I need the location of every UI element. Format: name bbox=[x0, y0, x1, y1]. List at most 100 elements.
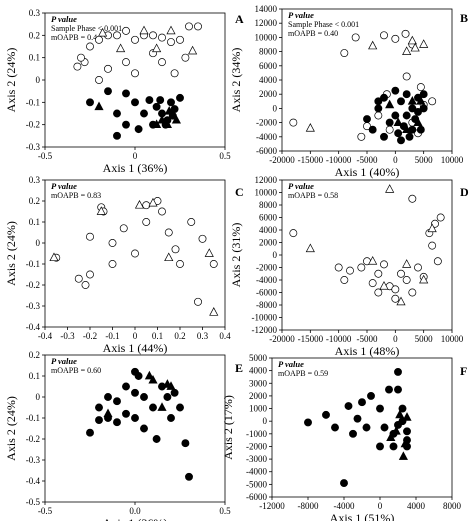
data-point-circle-open bbox=[357, 263, 366, 272]
data-point-circle-open bbox=[77, 53, 85, 62]
y-tick-label: -1000 bbox=[246, 429, 267, 439]
data-point-circle-filled bbox=[167, 98, 175, 107]
y-tick-label: -0.2 bbox=[26, 120, 40, 130]
data-point-circle-filled bbox=[405, 132, 414, 141]
panel-label: E bbox=[235, 361, 243, 375]
y-tick-label: -4000 bbox=[256, 132, 277, 142]
data-point-triangle-open bbox=[49, 252, 59, 262]
x-tick-label: -15000 bbox=[298, 334, 324, 344]
data-point-circle-filled bbox=[397, 97, 405, 106]
y-tick-label: 2000 bbox=[249, 391, 268, 401]
data-point-circle-open bbox=[428, 241, 437, 250]
data-point-circle-open bbox=[158, 207, 166, 216]
panel-e: 0.2 0.1 0 -0.1 -0.2 -0.3 -0.4 -0.5-0.5 0.0 0.5 Axi… bbox=[4, 350, 243, 521]
data-point-triangle-filled bbox=[162, 119, 172, 129]
data-point-circle-filled bbox=[374, 104, 383, 113]
data-point-circle-open bbox=[334, 263, 343, 272]
annotation: mOAPB = 0.40 bbox=[288, 29, 338, 38]
data-point-circle-filled bbox=[181, 439, 190, 448]
y-tick-label: -0.3 bbox=[26, 142, 41, 152]
data-point-circle-open bbox=[131, 69, 139, 78]
panel-label: B bbox=[460, 11, 468, 25]
y-tick-label: 5000 bbox=[249, 353, 268, 363]
data-point-circle-open bbox=[385, 125, 394, 134]
x-tick-label: -20000 bbox=[269, 334, 295, 344]
y-tick-label: 4000 bbox=[259, 225, 278, 235]
data-point-circle-filled bbox=[408, 104, 417, 113]
panel-label: D bbox=[460, 185, 469, 199]
data-point-circle-filled bbox=[367, 391, 375, 400]
y-tick-label: -6000 bbox=[246, 492, 267, 502]
data-point-circle-open bbox=[209, 260, 218, 268]
annotation: Sample Phase < 0.001 bbox=[288, 20, 359, 29]
data-point-circle-filled bbox=[163, 393, 172, 401]
data-point-circle-filled bbox=[380, 132, 388, 141]
y-tick-label: 6000 bbox=[259, 213, 278, 223]
data-point-triangle-open bbox=[139, 25, 149, 35]
x-axis-title: Axis 1 (36%) bbox=[103, 516, 168, 521]
x-tick-label: 0.5 bbox=[219, 506, 231, 516]
data-point-circle-open bbox=[402, 276, 411, 284]
data-point-circle-filled bbox=[131, 414, 139, 422]
data-point-circle-filled bbox=[152, 102, 161, 111]
data-point-circle-filled bbox=[140, 424, 148, 433]
data-point-circle-filled bbox=[104, 87, 112, 96]
data-point-circle-open bbox=[402, 72, 411, 81]
x-tick-label: -8000 bbox=[298, 501, 319, 511]
data-point-triangle-filled bbox=[402, 124, 412, 134]
data-point-triangle-open bbox=[166, 25, 176, 35]
y-axis-title: Axis 2 (24%) bbox=[4, 396, 18, 461]
y-tick-label: -2000 bbox=[246, 441, 267, 451]
data-point-circle-filled bbox=[122, 89, 130, 98]
x-tick-label: 0.3 bbox=[197, 331, 209, 341]
y-tick-label: 4000 bbox=[259, 75, 278, 85]
data-point-circle-open bbox=[351, 33, 360, 42]
data-point-triangle-filled bbox=[400, 438, 410, 448]
y-axis-title: Axis 2 (34%) bbox=[229, 48, 243, 113]
data-point-triangle-open bbox=[305, 123, 315, 132]
annotation: mOAPB = 0.83 bbox=[51, 191, 101, 200]
data-point-circle-filled bbox=[113, 109, 121, 118]
data-point-circle-filled bbox=[86, 428, 94, 437]
data-point-circle-open bbox=[122, 58, 130, 67]
data-point-circle-open bbox=[340, 49, 349, 57]
data-point-triangle-open bbox=[96, 206, 106, 215]
data-point-circle-open bbox=[289, 118, 298, 127]
data-point-triangle-open bbox=[419, 39, 429, 48]
panel-c: 0.3 0.2 0.1 0 -0.1 -0.2 -0.3 -0.4-0.4 -0.3 -0.2 -0… bbox=[4, 175, 244, 355]
x-tick-label: -5000 bbox=[357, 155, 378, 165]
data-point-circle-open bbox=[198, 234, 207, 243]
data-point-triangle-filled bbox=[393, 117, 403, 126]
data-point-circle-filled bbox=[385, 118, 394, 127]
data-point-circle-filled bbox=[340, 479, 348, 488]
y-tick-label: -6000 bbox=[256, 288, 277, 298]
y-tick-label: 8000 bbox=[259, 47, 278, 57]
panel-a: 0.3 0.2 0.1 0 -0.1 -0.2 -0.3-0.5 0 0.5 Axis 1 (36… bbox=[4, 8, 244, 175]
y-tick-label: 0 bbox=[273, 250, 278, 260]
data-point-triangle-open bbox=[410, 42, 420, 52]
data-point-circle-filled bbox=[376, 442, 384, 451]
data-point-circle-filled bbox=[353, 414, 362, 423]
data-point-circle-open bbox=[408, 288, 417, 297]
plot-frame bbox=[271, 357, 453, 498]
y-tick-label: -6000 bbox=[256, 146, 277, 156]
data-point-circle-open bbox=[185, 22, 193, 31]
y-tick-label: -0.4 bbox=[26, 476, 41, 486]
data-point-circle-filled bbox=[113, 131, 121, 140]
x-tick-label: 0.0 bbox=[129, 506, 141, 516]
y-tick-label: 10000 bbox=[255, 32, 278, 42]
x-axis-title: Axis 1 (44%) bbox=[103, 341, 168, 355]
panel-b: 14000 12000 10000 8000 6000 4000 2000 0 -2000 -40… bbox=[229, 4, 468, 179]
y-axis-title: Axis 2 (31%) bbox=[229, 223, 243, 288]
x-tick-label: -20000 bbox=[269, 155, 295, 165]
y-tick-label: 1000 bbox=[249, 404, 268, 414]
y-tick-label: -8000 bbox=[256, 300, 277, 310]
y-tick-label: -2000 bbox=[256, 263, 277, 273]
data-point-circle-filled bbox=[391, 111, 400, 120]
panel-d: 12000 10000 8000 6000 4000 2000 0 -2000 -4000 -60… bbox=[229, 175, 469, 358]
y-tick-label: -10000 bbox=[252, 313, 278, 323]
data-point-triangle-filled bbox=[152, 119, 162, 129]
annotation: mOAPB = 0.58 bbox=[288, 191, 338, 200]
data-point-circle-filled bbox=[322, 410, 330, 419]
